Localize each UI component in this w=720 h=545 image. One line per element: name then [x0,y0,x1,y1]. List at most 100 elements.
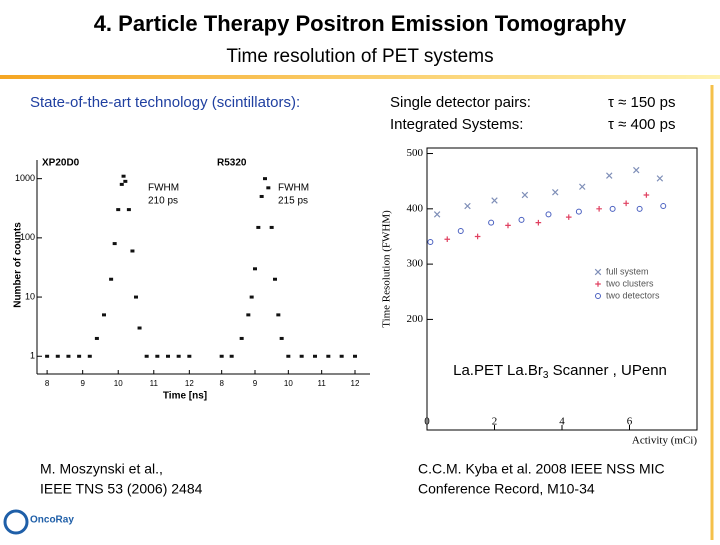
point [134,295,138,299]
point [579,183,586,190]
row-value: τ ≈ 150 ps [608,94,676,111]
legend-marker [594,268,602,276]
caption-sub: 3 [543,370,549,381]
point [187,354,192,358]
panel-note: FWHM [148,183,179,194]
y-tick-label: 1 [30,351,35,361]
point [130,249,135,253]
point [269,225,274,229]
header-rule [0,75,720,79]
point [427,239,434,245]
point [144,354,149,358]
subtitle: Time resolution of PET systems [226,46,493,67]
row-label: Single detector pairs: [390,94,531,111]
panel-note: FWHM [278,183,309,194]
legend-marker [595,281,601,287]
point [276,313,281,317]
point [259,194,264,198]
point [94,336,99,340]
y-axis-label: Time Resolution (FWHM) [381,210,393,328]
point [112,242,117,246]
point [273,277,277,281]
x-axis-label: Time [ns] [163,391,207,402]
left-plot: 1 10 100 1000 Number of counts Time [ns] XP20D… [13,158,370,402]
reference: Conference Record, M10-34 [418,481,595,497]
point [176,354,181,358]
point [433,211,441,218]
title: 4. Particle Therapy Positron Emission To… [94,11,627,36]
y-tick-label: 300 [407,258,424,270]
point [518,216,525,223]
point [45,354,50,358]
reference: C.C.M. Kyba et al. 2008 IEEE NSS MIC [418,461,665,477]
panel-name: R5320 [217,158,247,169]
point [219,354,224,358]
point [55,354,60,358]
point [457,227,464,234]
point [313,354,317,358]
reference: M. Moszynski et al., [40,461,163,477]
point [545,211,552,218]
point [229,354,234,358]
x-tick-label: 9 [80,379,85,388]
point [505,222,511,229]
x-tick-label: 8 [45,379,50,388]
point [353,354,357,358]
y-axis-label: Number of counts [13,222,24,308]
point [102,313,106,317]
x-tick-label: 12 [185,379,194,388]
point [326,354,331,358]
point [633,166,640,174]
point [609,205,616,212]
point [137,326,142,330]
point [488,219,495,226]
x-tick-label: 2 [492,416,498,428]
point [87,354,92,358]
point [636,205,643,212]
logo-icon [3,509,29,535]
point [521,191,529,199]
x-axis-label: Activity (mCi) [632,435,697,447]
point [155,354,160,358]
legend-label: full system [606,266,649,276]
point [266,186,271,190]
point [575,208,582,215]
point [256,225,261,229]
point [286,354,291,358]
point [116,208,121,212]
point [606,172,613,179]
caption-text: La.PET La.Br [453,362,543,379]
panel-name: XP20D0 [42,158,80,169]
point [279,336,284,340]
point [263,177,267,181]
x-tick-label: 10 [284,379,293,388]
y-tick-label: 100 [20,232,35,242]
panel-note: 215 ps [278,196,308,207]
point [246,313,251,317]
point [643,192,650,198]
x-tick-label: 9 [253,379,258,388]
point [596,206,602,212]
x-tick-label: 11 [150,379,159,388]
point [656,175,664,182]
x-tick-label: 4 [559,416,565,428]
point [109,277,114,281]
y-tick-label: 1000 [15,173,35,183]
x-tick-label: 10 [114,379,123,388]
reference: IEEE TNS 53 (2006) 2484 [40,481,203,497]
y-tick-label: 200 [407,313,424,325]
point [119,182,124,186]
right-plot: 200 300 400 500 0 2 4 6 Time Resolution (FWHM) Ac… [381,147,698,447]
point [660,203,667,210]
caption: La.PET La.Br3 Scanner , UPenn [453,362,667,381]
row-value: τ ≈ 400 ps [608,116,676,133]
row-label: Integrated Systems: [390,116,523,133]
x-tick-label: 11 [318,379,327,388]
plot-frame [426,147,698,431]
point [126,208,131,212]
point [166,354,170,358]
point [299,354,304,358]
x-tick-label: 6 [627,416,633,428]
point [535,219,542,226]
